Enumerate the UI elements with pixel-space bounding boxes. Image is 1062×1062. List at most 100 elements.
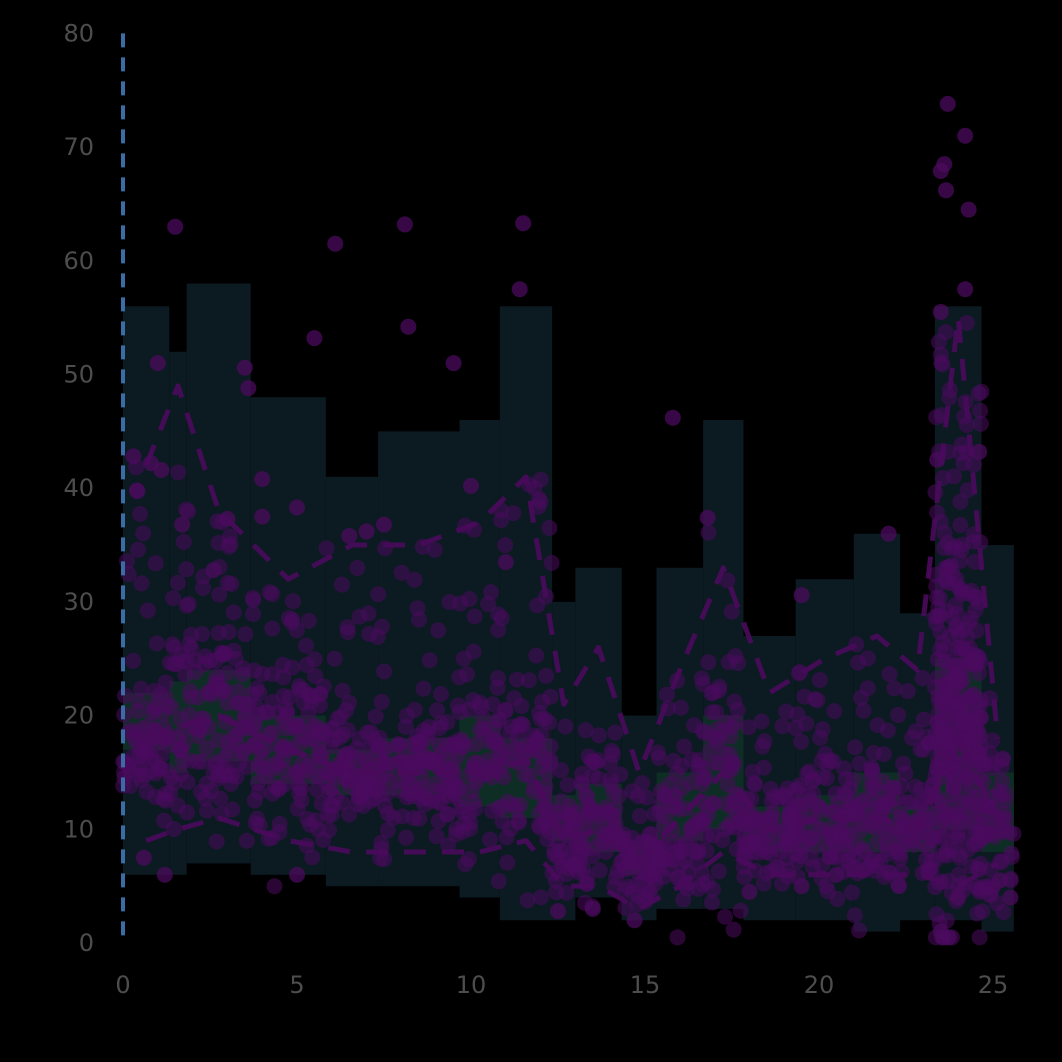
data-point <box>462 814 479 831</box>
data-point <box>773 875 790 892</box>
outlier-point <box>240 380 257 397</box>
outlier-point <box>156 866 173 883</box>
x-tick-label: 5 <box>289 971 304 999</box>
data-point <box>323 720 340 737</box>
data-point <box>339 624 356 641</box>
data-point <box>293 792 310 809</box>
data-point <box>855 702 872 719</box>
outlier-point <box>932 162 949 179</box>
outlier-point <box>341 527 358 544</box>
data-point <box>663 852 680 869</box>
data-point <box>897 765 914 782</box>
data-point <box>459 666 476 683</box>
quantile-line-median <box>145 712 1001 867</box>
data-point <box>538 667 555 684</box>
data-point <box>321 822 338 839</box>
data-point <box>717 908 734 925</box>
data-point <box>655 868 672 885</box>
data-point <box>547 872 564 889</box>
data-point <box>332 708 349 725</box>
data-point <box>747 776 764 793</box>
data-point <box>821 848 838 865</box>
data-point <box>727 714 744 731</box>
data-point <box>714 832 731 849</box>
outlier-point <box>741 883 758 900</box>
data-point <box>210 625 227 642</box>
data-point <box>169 574 186 591</box>
data-point <box>952 552 969 569</box>
data-point <box>612 766 629 783</box>
data-point <box>139 602 156 619</box>
data-point <box>944 786 961 803</box>
data-point <box>162 785 179 802</box>
data-point <box>325 797 342 814</box>
data-point <box>480 752 497 769</box>
data-point <box>502 724 519 741</box>
data-point <box>847 739 864 756</box>
data-point <box>607 724 624 741</box>
y-tick-label: 40 <box>63 474 94 502</box>
data-point <box>541 519 558 536</box>
data-point <box>208 668 225 685</box>
data-point <box>892 850 909 867</box>
data-point <box>245 736 262 753</box>
data-point <box>245 589 262 606</box>
data-point <box>341 695 358 712</box>
data-point <box>710 863 727 880</box>
outlier-point <box>699 509 716 526</box>
outlier-point <box>939 95 956 112</box>
data-point <box>719 776 736 793</box>
data-point <box>793 733 810 750</box>
data-point <box>144 704 161 721</box>
data-point <box>197 790 214 807</box>
data-point <box>229 683 246 700</box>
data-point <box>379 822 396 839</box>
data-point <box>157 674 174 691</box>
outlier-point <box>289 866 305 883</box>
data-point <box>421 652 438 669</box>
data-point <box>376 663 393 680</box>
data-point <box>505 505 522 522</box>
data-point <box>811 671 828 688</box>
x-tick-label: 0 <box>115 971 130 999</box>
data-point <box>971 929 988 946</box>
data-point <box>208 833 225 850</box>
data-point <box>274 656 291 673</box>
data-point <box>965 456 982 473</box>
data-point <box>238 832 255 849</box>
outlier-point <box>584 900 601 917</box>
outlier-point <box>236 359 253 376</box>
x-tick-label: 25 <box>978 971 1009 999</box>
data-point <box>957 657 974 674</box>
data-point <box>175 533 192 550</box>
data-point <box>428 782 445 799</box>
data-point <box>132 505 149 522</box>
outlier-point <box>626 912 643 929</box>
y-tick-label: 10 <box>63 815 94 843</box>
data-point <box>637 887 654 904</box>
data-point <box>850 654 867 671</box>
data-point <box>198 740 215 757</box>
data-point <box>846 907 863 924</box>
data-point <box>391 782 408 799</box>
outlier-point <box>515 215 532 232</box>
data-point <box>974 805 991 822</box>
data-point <box>259 704 276 721</box>
data-point <box>415 680 432 697</box>
data-point <box>542 751 559 768</box>
data-point <box>676 738 693 755</box>
data-point <box>796 688 813 705</box>
outlier-point <box>950 889 967 906</box>
data-point <box>624 829 641 846</box>
data-point <box>342 749 359 766</box>
data-point <box>275 669 292 686</box>
data-point <box>890 706 907 723</box>
data-point <box>853 689 870 706</box>
data-point <box>974 903 991 920</box>
data-point <box>658 686 675 703</box>
data-point <box>270 737 287 754</box>
data-point <box>212 790 229 807</box>
data-point <box>323 738 340 755</box>
data-point <box>714 723 731 740</box>
data-point <box>453 798 470 815</box>
